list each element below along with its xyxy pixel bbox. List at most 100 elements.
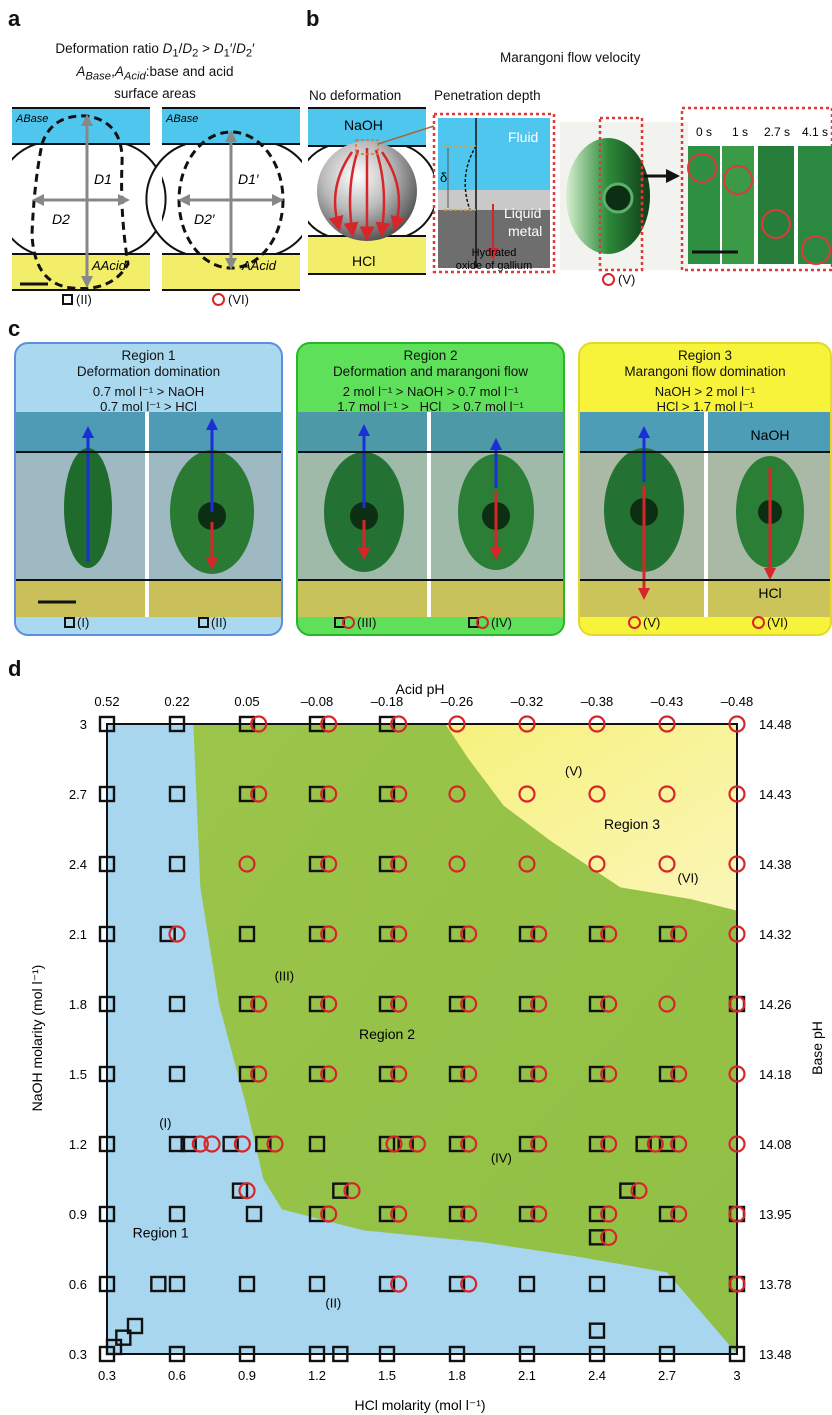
y-tick-label: 1.8: [69, 997, 87, 1012]
panel-a-label-left: (II): [62, 292, 92, 307]
marangoni-point: [448, 785, 466, 803]
marangoni-point: [600, 1205, 618, 1223]
marangoni-point: [588, 855, 606, 873]
panel-label-c: c: [8, 316, 21, 341]
region-2-label-0: (III): [334, 615, 377, 630]
marangoni-point: [238, 1182, 256, 1200]
deformation-point: [332, 1345, 349, 1363]
y-tick-label: 2.4: [69, 857, 87, 872]
acid-ph-tick-label: –0.43: [651, 694, 684, 709]
marangoni-point: [390, 995, 408, 1013]
marangoni-point: [250, 1065, 268, 1083]
base-ph-tick-label: 13.95: [759, 1207, 792, 1222]
panel-b-v-label: (V): [602, 272, 635, 287]
deformation-point: [98, 785, 116, 803]
marangoni-point: [670, 925, 688, 943]
a-base-label-left: ABase: [15, 113, 48, 125]
timelapse-strip: [687, 146, 832, 265]
deformation-point: [378, 1345, 396, 1363]
deformation-point: [658, 1345, 676, 1363]
deformation-point: [168, 785, 186, 803]
point-annotation: (II): [325, 1295, 341, 1310]
liquid-metal-label-2: metal: [508, 223, 542, 239]
x-tick-label: 2.4: [588, 1368, 606, 1383]
y-tick-label: 2.1: [69, 927, 87, 942]
marangoni-point: [320, 785, 338, 803]
deformation-point: [448, 1275, 466, 1293]
deformation-point: [378, 1275, 396, 1293]
deformation-point: [658, 1275, 676, 1293]
deformation-point: [378, 1205, 396, 1223]
panel-a-caption: Deformation ratio D1/D2 > D1′/D2′ ABase,…: [10, 40, 300, 102]
region-1-label-1-text: (II): [211, 615, 227, 630]
deformation-point: [518, 1345, 536, 1363]
point-annotation: (IV): [491, 1151, 512, 1166]
deformation-point: [168, 715, 186, 733]
acid-ph-tick-label: –0.08: [301, 694, 334, 709]
marangoni-point: [460, 1205, 478, 1223]
region-label: Region 2: [359, 1026, 415, 1042]
d2-label: D2: [52, 211, 70, 227]
region-3-cond2: HCl > 1.7 mol l⁻¹: [656, 399, 754, 414]
region-2-label-1: (IV): [468, 615, 512, 630]
marangoni-point: [728, 715, 746, 733]
marangoni-point: [320, 995, 338, 1013]
deformation-point: [635, 1135, 652, 1153]
marangoni-point: [600, 1065, 618, 1083]
liquid-metal-label: Liquid: [504, 205, 541, 221]
acid-ph-tick-label: 0.05: [234, 694, 259, 709]
d1p-label: D1′: [238, 171, 260, 187]
b-hcl-label: HCl: [352, 253, 375, 269]
marangoni-point: [670, 1135, 688, 1153]
deformation-point: [238, 715, 256, 733]
plot-frame: [106, 723, 738, 1355]
y-tick-label: 2.7: [69, 787, 87, 802]
deformation-point: [588, 1065, 606, 1083]
region-1-cond1: 0.7 mol l⁻¹ > NaOH: [92, 384, 205, 399]
panel-label-d: d: [8, 656, 22, 681]
hydrated-label-1: Hydrated: [472, 247, 517, 259]
y-axis-label: NaOH molarity (mol l⁻¹): [29, 965, 45, 1112]
acid-ph-tick-label: –0.26: [441, 694, 474, 709]
square-marker-icon: [62, 294, 73, 305]
panel-a-label-left-text: (II): [76, 292, 92, 307]
region-1-cond2: 0.7 mol l⁻¹ > HCl: [100, 399, 197, 414]
deformation-point: [231, 1182, 249, 1199]
region-2-photos: [298, 412, 563, 617]
deformation-point: [126, 1317, 144, 1335]
deformation-point: [222, 1135, 239, 1153]
point-annotation: (VI): [678, 871, 699, 886]
region-1-label-0-text: (I): [77, 615, 90, 630]
deformation-point: [245, 1205, 263, 1223]
marangoni-point: [390, 1065, 408, 1083]
deformation-point: [159, 925, 176, 943]
deformation-point: [448, 1205, 466, 1223]
panel-a-caption-line1: Deformation ratio D1/D2 > D1′/D2′: [55, 41, 255, 60]
deformation-point: [98, 1205, 116, 1223]
base-ph-tick-label: 14.48: [759, 717, 792, 732]
deformation-point: [518, 925, 536, 943]
marangoni-point: [728, 1275, 746, 1293]
marangoni-point: [390, 1205, 408, 1223]
deformation-point: [588, 1205, 606, 1223]
marangoni-point: [385, 1135, 403, 1153]
region-3-label-1-text: (VI): [767, 615, 788, 630]
deformation-point: [308, 1135, 326, 1153]
x-tick-label: 1.2: [308, 1368, 326, 1383]
region-2-area: [193, 724, 738, 1354]
region-3-subtitle: Marangoni flow domination: [624, 364, 786, 379]
marangoni-point: [203, 1135, 221, 1153]
point-annotation: (V): [565, 763, 582, 778]
marangoni-point: [658, 995, 676, 1013]
deformation-point: [168, 995, 186, 1013]
marangoni-point: [630, 1182, 648, 1200]
marangoni-point: [530, 1065, 548, 1083]
region-1-label-0: (I): [64, 615, 89, 630]
region-2-cond1: 2 mol l⁻¹ > NaOH > 0.7 mol l⁻¹: [342, 384, 519, 399]
base-ph-tick-label: 14.18: [759, 1067, 792, 1082]
x-tick-label: 3: [733, 1368, 740, 1383]
deformation-point: [238, 925, 256, 943]
y-tick-label: 0.3: [69, 1347, 87, 1362]
deformation-point: [168, 1065, 186, 1083]
marangoni-point: [250, 715, 268, 733]
